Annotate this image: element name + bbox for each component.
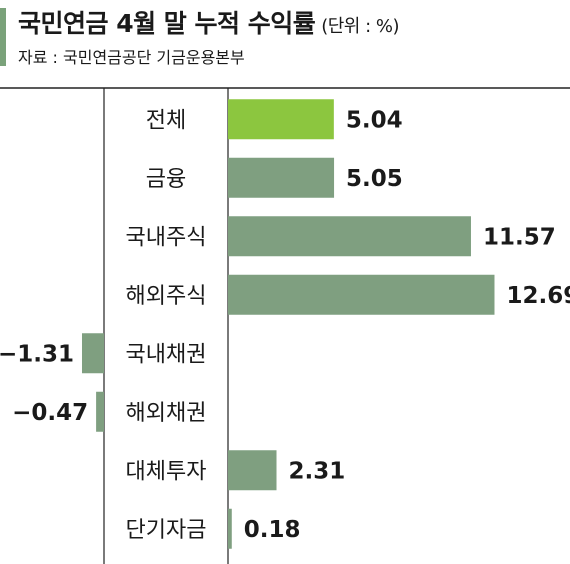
category-label: 금융 — [146, 167, 186, 192]
data-label: 5.04 — [346, 107, 403, 133]
data-label: −0.47 — [12, 400, 88, 426]
category-label: 국내채권 — [126, 342, 207, 367]
bar-chart: 전체 5.04 금융 5.05 국내주식 11.57 해외주식 12.69 국내채권 −1.31 해… — [0, 87, 570, 564]
bar — [81, 333, 104, 374]
category-label: 해외채권 — [126, 401, 207, 426]
data-label: 12.69 — [506, 283, 570, 309]
bar — [228, 508, 232, 549]
data-label: 0.18 — [244, 517, 301, 543]
data-label: 11.57 — [483, 224, 556, 250]
bar — [228, 99, 334, 140]
bar — [228, 216, 471, 257]
bar — [228, 274, 495, 315]
category-label: 국내주식 — [126, 225, 207, 250]
data-label: −1.31 — [0, 341, 74, 367]
unit-label: (단위 : %) — [321, 16, 399, 37]
chart-title-text: 국민연금 4월 말 누적 수익률 — [18, 9, 316, 38]
category-label: 해외주식 — [126, 284, 207, 309]
category-label: 단기자금 — [126, 518, 207, 543]
category-label: 대체투자 — [126, 459, 207, 484]
chart-marks: 전체 5.04 금융 5.05 국내주식 11.57 해외주식 12.69 국내채권 −1.31 해… — [0, 99, 570, 549]
data-label: 5.05 — [346, 166, 403, 192]
category-label: 전체 — [146, 108, 186, 133]
data-label: 2.31 — [289, 458, 346, 484]
title-accent-bar — [0, 8, 6, 66]
bar — [96, 391, 104, 432]
bar — [228, 450, 277, 491]
bar — [228, 157, 335, 198]
source-note: 자료 : 국민연금공단 기금운용본부 — [18, 48, 245, 67]
chart-title: 국민연금 4월 말 누적 수익률 (단위 : %) — [18, 4, 399, 40]
